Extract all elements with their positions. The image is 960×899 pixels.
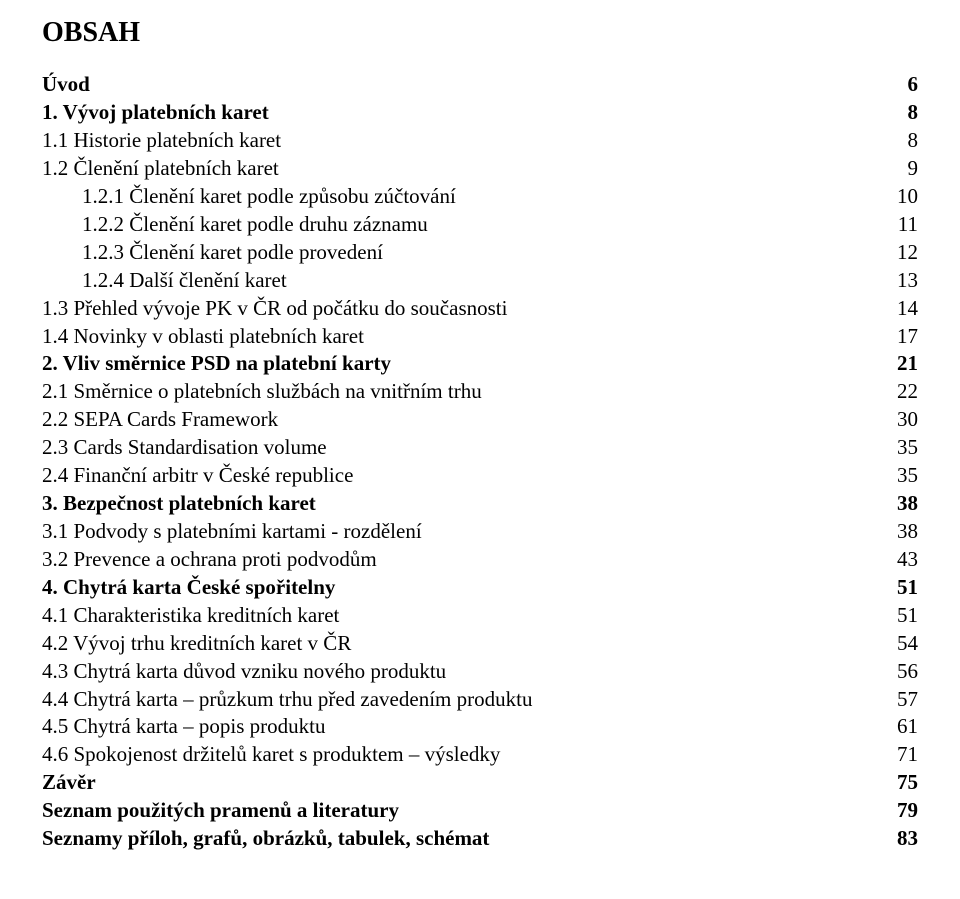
toc-entry-page: 38 <box>897 518 918 546</box>
toc-entry-page: 35 <box>897 462 918 490</box>
toc-entry-label: 2.4 Finanční arbitr v České republice <box>42 462 353 490</box>
toc-entry-page: 75 <box>897 769 918 797</box>
toc-entry[interactable]: 4.4 Chytrá karta – průzkum trhu před zav… <box>42 686 918 714</box>
toc-entry[interactable]: Úvod 6 <box>42 71 918 99</box>
toc-entry[interactable]: 3.1 Podvody s platebními kartami - rozdě… <box>42 518 918 546</box>
toc-entry[interactable]: 4.3 Chytrá karta důvod vzniku nového pro… <box>42 658 918 686</box>
toc-entry[interactable]: 1.2 Členění platebních karet 9 <box>42 155 918 183</box>
toc-entry-page: 8 <box>908 99 919 127</box>
toc-entry-page: 79 <box>897 797 918 825</box>
toc-entry[interactable]: Seznam použitých pramenů a literatury 79 <box>42 797 918 825</box>
toc-entry-label: 4.3 Chytrá karta důvod vzniku nového pro… <box>42 658 446 686</box>
toc-entry[interactable]: 4.6 Spokojenost držitelů karet s produkt… <box>42 741 918 769</box>
toc-entry-label: 1.2.2 Členění karet podle druhu záznamu <box>82 211 428 239</box>
toc-entry-page: 14 <box>897 295 918 323</box>
toc-entry[interactable]: Seznamy příloh, grafů, obrázků, tabulek,… <box>42 825 918 853</box>
toc-container: Úvod61. Vývoj platebních karet81.1 Histo… <box>42 71 918 853</box>
toc-entry-label: 2.1 Směrnice o platebních službách na vn… <box>42 378 482 406</box>
toc-entry-label: 1.3 Přehled vývoje PK v ČR od počátku do… <box>42 295 507 323</box>
toc-entry-page: 54 <box>897 630 918 658</box>
toc-entry-label: 3. Bezpečnost platebních karet <box>42 490 316 518</box>
toc-entry-page: 83 <box>897 825 918 853</box>
toc-entry[interactable]: 1.1 Historie platebních karet 8 <box>42 127 918 155</box>
toc-entry[interactable]: 1.2.1 Členění karet podle způsobu zúčtov… <box>42 183 918 211</box>
toc-entry[interactable]: Závěr 75 <box>42 769 918 797</box>
toc-title: OBSAH <box>42 14 918 51</box>
toc-entry-label: 4.2 Vývoj trhu kreditních karet v ČR <box>42 630 351 658</box>
toc-entry-label: 1.2.4 Další členění karet <box>82 267 287 295</box>
toc-entry-page: 61 <box>897 713 918 741</box>
toc-entry-label: 4.1 Charakteristika kreditních karet <box>42 602 339 630</box>
toc-entry-page: 38 <box>897 490 918 518</box>
toc-entry-page: 10 <box>897 183 918 211</box>
toc-entry[interactable]: 2.1 Směrnice o platebních službách na vn… <box>42 378 918 406</box>
toc-entry[interactable]: 1.2.2 Členění karet podle druhu záznamu 1… <box>42 211 918 239</box>
toc-entry-label: Úvod <box>42 71 90 99</box>
toc-entry-page: 22 <box>897 378 918 406</box>
toc-entry-label: 2. Vliv směrnice PSD na platební karty <box>42 350 391 378</box>
toc-entry-label: 1.2.3 Členění karet podle provedení <box>82 239 383 267</box>
toc-entry-page: 35 <box>897 434 918 462</box>
document-page: OBSAH Úvod61. Vývoj platebních karet81.1… <box>0 0 960 899</box>
toc-entry-page: 21 <box>897 350 918 378</box>
toc-entry[interactable]: 4.5 Chytrá karta – popis produktu 61 <box>42 713 918 741</box>
toc-entry-page: 8 <box>908 127 919 155</box>
toc-entry-label: 1.4 Novinky v oblasti platebních karet <box>42 323 364 351</box>
toc-entry-label: 3.2 Prevence a ochrana proti podvodům <box>42 546 377 574</box>
toc-entry[interactable]: 2.2 SEPA Cards Framework 30 <box>42 406 918 434</box>
toc-entry-label: 2.2 SEPA Cards Framework <box>42 406 278 434</box>
toc-entry[interactable]: 4.2 Vývoj trhu kreditních karet v ČR 54 <box>42 630 918 658</box>
toc-entry-page: 71 <box>897 741 918 769</box>
toc-entry-page: 56 <box>897 658 918 686</box>
toc-entry-label: Seznam použitých pramenů a literatury <box>42 797 399 825</box>
toc-entry-label: 4.5 Chytrá karta – popis produktu <box>42 713 325 741</box>
toc-entry-page: 11 <box>898 211 918 239</box>
toc-entry-label: Závěr <box>42 769 96 797</box>
toc-entry-page: 51 <box>897 574 918 602</box>
toc-entry[interactable]: 3.2 Prevence a ochrana proti podvodům 43 <box>42 546 918 574</box>
toc-entry-label: 1.1 Historie platebních karet <box>42 127 281 155</box>
toc-entry-label: 4. Chytrá karta České spořitelny <box>42 574 335 602</box>
toc-entry[interactable]: 4. Chytrá karta České spořitelny 51 <box>42 574 918 602</box>
toc-entry[interactable]: 2. Vliv směrnice PSD na platební karty 21 <box>42 350 918 378</box>
toc-entry-label: 3.1 Podvody s platebními kartami - rozdě… <box>42 518 422 546</box>
toc-entry-label: 1. Vývoj platebních karet <box>42 99 269 127</box>
toc-entry-page: 9 <box>908 155 919 183</box>
toc-entry[interactable]: 1.4 Novinky v oblasti platebních karet 17 <box>42 323 918 351</box>
toc-entry[interactable]: 2.4 Finanční arbitr v České republice 35 <box>42 462 918 490</box>
toc-entry-page: 57 <box>897 686 918 714</box>
toc-entry-label: 4.6 Spokojenost držitelů karet s produkt… <box>42 741 500 769</box>
toc-entry-label: 2.3 Cards Standardisation volume <box>42 434 327 462</box>
toc-entry-page: 17 <box>897 323 918 351</box>
toc-entry[interactable]: 1. Vývoj platebních karet 8 <box>42 99 918 127</box>
toc-entry[interactable]: 1.2.4 Další členění karet 13 <box>42 267 918 295</box>
toc-entry[interactable]: 1.3 Přehled vývoje PK v ČR od počátku do… <box>42 295 918 323</box>
toc-entry-label: 1.2 Členění platebních karet <box>42 155 279 183</box>
toc-entry-label: 1.2.1 Členění karet podle způsobu zúčtov… <box>82 183 456 211</box>
toc-entry-page: 43 <box>897 546 918 574</box>
toc-entry[interactable]: 2.3 Cards Standardisation volume 35 <box>42 434 918 462</box>
toc-entry-page: 13 <box>897 267 918 295</box>
toc-entry[interactable]: 3. Bezpečnost platebních karet 38 <box>42 490 918 518</box>
toc-entry-page: 12 <box>897 239 918 267</box>
toc-entry[interactable]: 4.1 Charakteristika kreditních karet 51 <box>42 602 918 630</box>
toc-entry-label: 4.4 Chytrá karta – průzkum trhu před zav… <box>42 686 532 714</box>
toc-entry-page: 30 <box>897 406 918 434</box>
toc-entry-label: Seznamy příloh, grafů, obrázků, tabulek,… <box>42 825 489 853</box>
toc-entry-page: 51 <box>897 602 918 630</box>
toc-entry-page: 6 <box>908 71 919 99</box>
toc-entry[interactable]: 1.2.3 Členění karet podle provedení 12 <box>42 239 918 267</box>
